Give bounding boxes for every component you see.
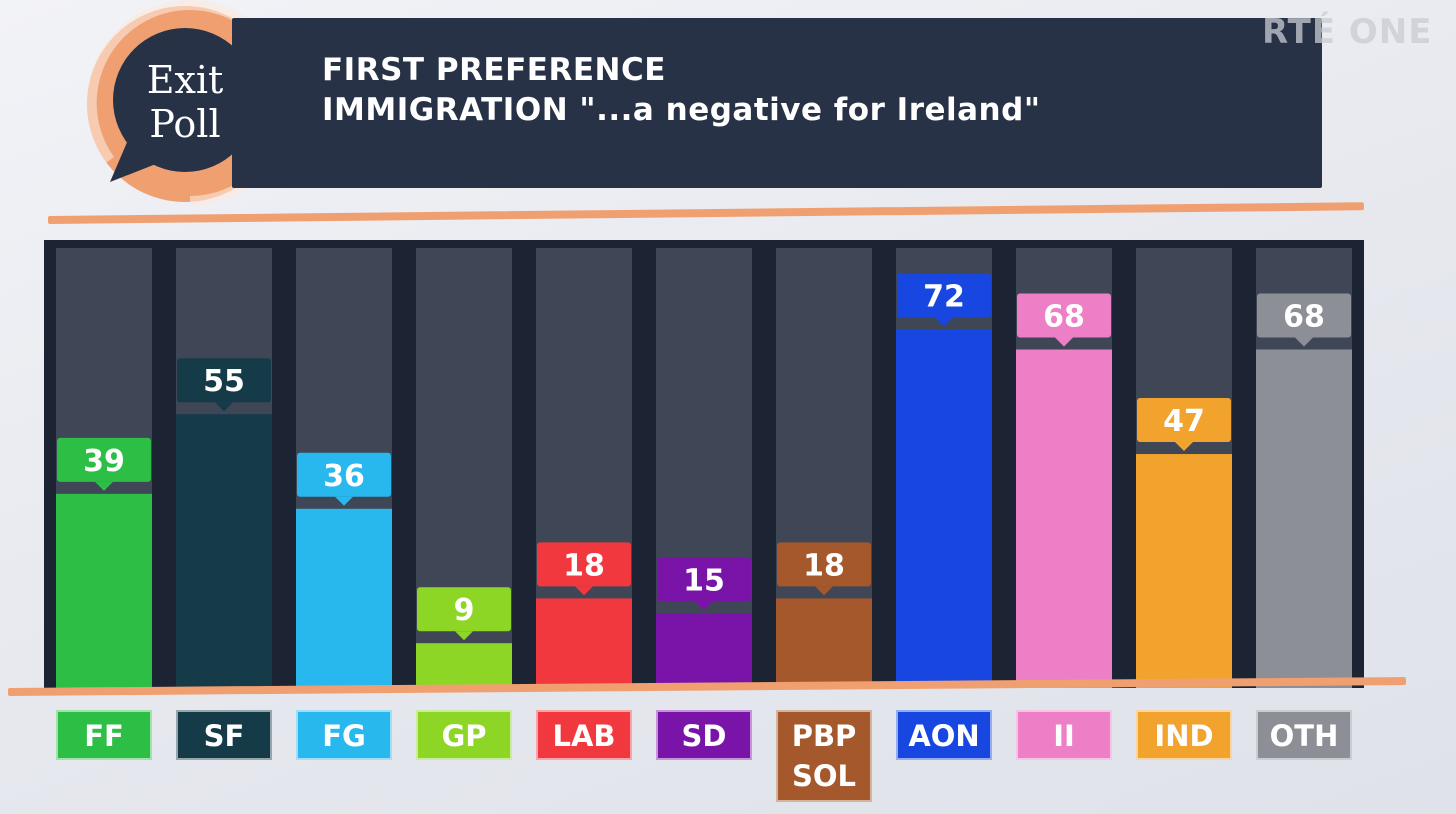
value-label-fg: 36 [323, 459, 365, 494]
party-label-ii: II [1016, 710, 1112, 760]
value-label-pointer-gp [455, 631, 473, 641]
value-label-pointer-ff [95, 481, 113, 491]
value-label-ind: 47 [1163, 404, 1205, 439]
party-label-gp: GP [416, 710, 512, 760]
bar-gp [416, 643, 512, 688]
logo-line2: Poll [149, 102, 221, 146]
value-label-pointer-lab [575, 586, 593, 596]
value-label-bg-gp [417, 587, 511, 632]
value-label-pointer-ii [1055, 337, 1073, 347]
value-label-bg-lab [537, 542, 631, 587]
logo-line1: Exit [146, 58, 224, 102]
party-label-ff: FF [56, 710, 152, 760]
value-label-pointer-pbp-sol [815, 586, 833, 596]
bar-lab [536, 598, 632, 688]
party-label-sd: SD [656, 710, 752, 760]
value-label-sd: 15 [683, 563, 725, 598]
value-label-pointer-aon [935, 317, 953, 327]
bar-sf [176, 414, 272, 688]
party-label-pbp-sol: PBP SOL [776, 710, 872, 802]
party-label-aon: AON [896, 710, 992, 760]
bar-sd [656, 613, 752, 688]
bar-oth [1256, 349, 1352, 688]
value-label-bg-sd [657, 557, 751, 602]
value-label-oth: 68 [1283, 300, 1325, 335]
party-label-sf: SF [176, 710, 272, 760]
value-label-bg-pbp-sol [777, 542, 871, 587]
value-label-bg-ff [57, 437, 151, 482]
channel-logo: RTÉ ONE [1262, 12, 1433, 52]
value-label-bg-ii [1017, 293, 1111, 338]
value-label-pointer-sd [695, 601, 713, 611]
value-label-pointer-ind [1175, 442, 1193, 452]
value-label-bg-aon [897, 273, 991, 318]
party-label-ind: IND [1136, 710, 1232, 760]
value-label-gp: 9 [454, 593, 475, 628]
bar-ii [1016, 349, 1112, 688]
value-label-lab: 18 [563, 548, 605, 583]
bar-aon [896, 329, 992, 688]
party-label-fg: FG [296, 710, 392, 760]
value-label-pointer-oth [1295, 337, 1313, 347]
value-label-sf: 55 [203, 364, 245, 399]
bar-ind [1136, 454, 1232, 688]
title-banner [232, 18, 1322, 188]
value-label-ff: 39 [83, 444, 125, 479]
value-label-pointer-sf [215, 402, 233, 412]
party-label-lab: LAB [536, 710, 632, 760]
bar-fg [296, 508, 392, 688]
value-label-bg-fg [297, 452, 391, 497]
bar-pbp-sol [776, 598, 872, 688]
value-label-pointer-fg [335, 496, 353, 506]
chart-subtitle: IMMIGRATION "...a negative for Ireland" [322, 92, 1041, 128]
value-label-pbp-sol: 18 [803, 548, 845, 583]
value-label-bg-oth [1257, 293, 1351, 338]
logo-text: Exit Poll [70, 58, 300, 146]
chart-title: FIRST PREFERENCE [322, 52, 666, 88]
value-label-ii: 68 [1043, 300, 1085, 335]
value-label-bg-ind [1137, 398, 1231, 443]
value-label-bg-sf [177, 358, 271, 403]
bar-ff [56, 493, 152, 688]
party-label-oth: OTH [1256, 710, 1352, 760]
value-label-aon: 72 [923, 280, 965, 315]
